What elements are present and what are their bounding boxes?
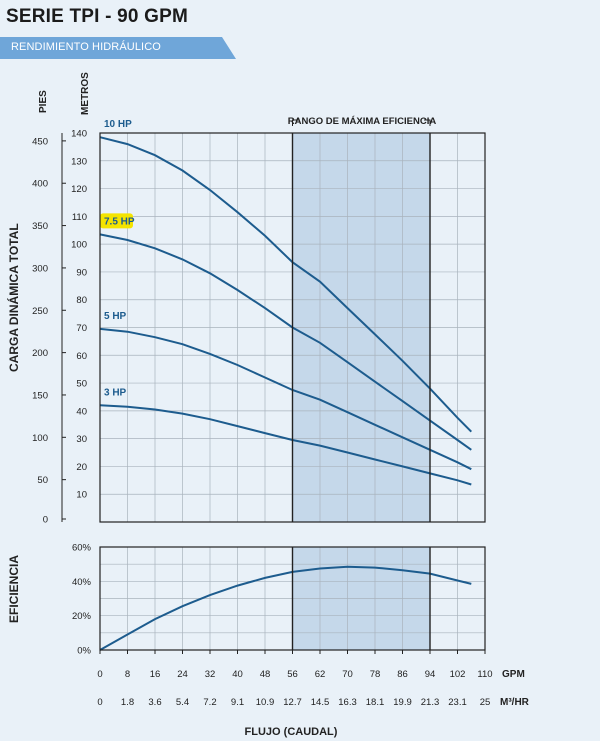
ytick-metros: 110 xyxy=(72,212,87,223)
x-unit-m3hr: M³/HR xyxy=(500,697,530,708)
ytick-pies: 100 xyxy=(32,433,48,444)
xtick-m3hr: 23.1 xyxy=(448,697,467,708)
ytick-metros: 20 xyxy=(76,462,87,473)
xtick-gpm: 8 xyxy=(125,669,130,680)
series-label: 3 HP xyxy=(104,387,127,398)
ytick-pies: 300 xyxy=(32,263,48,274)
xtick-gpm: 62 xyxy=(315,669,326,680)
ytick-metros: 130 xyxy=(71,156,87,167)
ytick-metros: 50 xyxy=(76,379,87,390)
xtick-gpm: 110 xyxy=(477,669,492,680)
ytick-metros: 70 xyxy=(76,323,87,334)
ytick-pies: 400 xyxy=(32,179,48,190)
xtick-gpm: 86 xyxy=(397,669,408,680)
series-label: 5 HP xyxy=(104,311,127,322)
ytick-metros: 40 xyxy=(76,406,87,417)
page-title: SERIE TPI - 90 GPM xyxy=(6,6,189,27)
xtick-gpm: 40 xyxy=(232,669,243,680)
xtick-gpm: 48 xyxy=(260,669,271,680)
ytick-pies: 200 xyxy=(32,348,48,359)
xtick-gpm: 0 xyxy=(97,669,102,680)
ytick-metros: 10 xyxy=(76,490,87,501)
xtick-m3hr: 3.6 xyxy=(148,697,161,708)
xtick-m3hr: 25 xyxy=(480,697,491,708)
xtick-m3hr: 0 xyxy=(97,697,102,708)
xtick-m3hr: 5.4 xyxy=(176,697,189,708)
xtick-m3hr: 18.1 xyxy=(366,697,385,708)
xtick-m3hr: 21.3 xyxy=(421,697,440,708)
ytick-eff: 60% xyxy=(72,543,92,554)
highlight-badge xyxy=(100,213,133,229)
y-axis-title: CARGA DINÁMICA TOTAL xyxy=(6,223,21,372)
ytick-metros: 30 xyxy=(76,434,87,445)
ytick-pies: 350 xyxy=(32,221,48,232)
xtick-m3hr: 1.8 xyxy=(121,697,134,708)
eff-axis-title: EFICIENCIA xyxy=(7,555,21,623)
ytick-metros: 80 xyxy=(76,295,87,306)
ytick-pies: 0 xyxy=(43,515,48,526)
ytick-pies: 150 xyxy=(32,390,48,401)
xtick-gpm: 16 xyxy=(150,669,161,680)
ytick-pies: 450 xyxy=(32,136,48,147)
band-label: RANGO DE MÁXIMA EFICIENCIA xyxy=(288,116,437,127)
x-unit-gpm: GPM xyxy=(502,669,525,680)
xtick-m3hr: 7.2 xyxy=(203,697,216,708)
ytick-pies: 50 xyxy=(37,475,48,486)
ytick-eff: 40% xyxy=(72,577,92,588)
series-label: 10 HP xyxy=(104,119,132,130)
ytick-metros: 140 xyxy=(71,129,87,140)
y-unit-pies: PIES xyxy=(38,90,49,113)
subtitle: RENDIMIENTO HIDRÁULICO xyxy=(11,41,161,53)
ytick-metros: 60 xyxy=(76,351,87,362)
band-bracket-right xyxy=(424,119,431,126)
xtick-gpm: 78 xyxy=(370,669,381,680)
subtitle-banner xyxy=(0,37,236,59)
ytick-eff: 20% xyxy=(72,611,92,622)
ytick-pies: 250 xyxy=(32,306,48,317)
xtick-m3hr: 12.7 xyxy=(283,697,302,708)
xtick-m3hr: 16.3 xyxy=(338,697,357,708)
xtick-m3hr: 10.9 xyxy=(256,697,275,708)
xtick-m3hr: 9.1 xyxy=(231,697,244,708)
ytick-eff: 0% xyxy=(77,646,91,657)
series-label: 7.5 HP xyxy=(104,216,135,227)
ytick-metros: 90 xyxy=(76,267,87,278)
xtick-gpm: 32 xyxy=(205,669,216,680)
xtick-gpm: 56 xyxy=(287,669,298,680)
ytick-metros: 120 xyxy=(71,184,87,195)
x-axis-title: FLUJO (CAUDAL) xyxy=(245,726,338,738)
axis-labels: 1020304050607080901001101201301400501001… xyxy=(32,129,492,709)
xtick-gpm: 70 xyxy=(342,669,353,680)
xtick-gpm: 94 xyxy=(425,669,436,680)
xtick-m3hr: 14.5 xyxy=(311,697,330,708)
xtick-gpm: 102 xyxy=(450,669,466,680)
xtick-gpm: 24 xyxy=(177,669,188,680)
band-bracket-left xyxy=(292,119,299,126)
y-unit-metros: METROS xyxy=(80,72,91,115)
xtick-m3hr: 19.9 xyxy=(393,697,412,708)
ytick-metros: 100 xyxy=(71,240,87,251)
